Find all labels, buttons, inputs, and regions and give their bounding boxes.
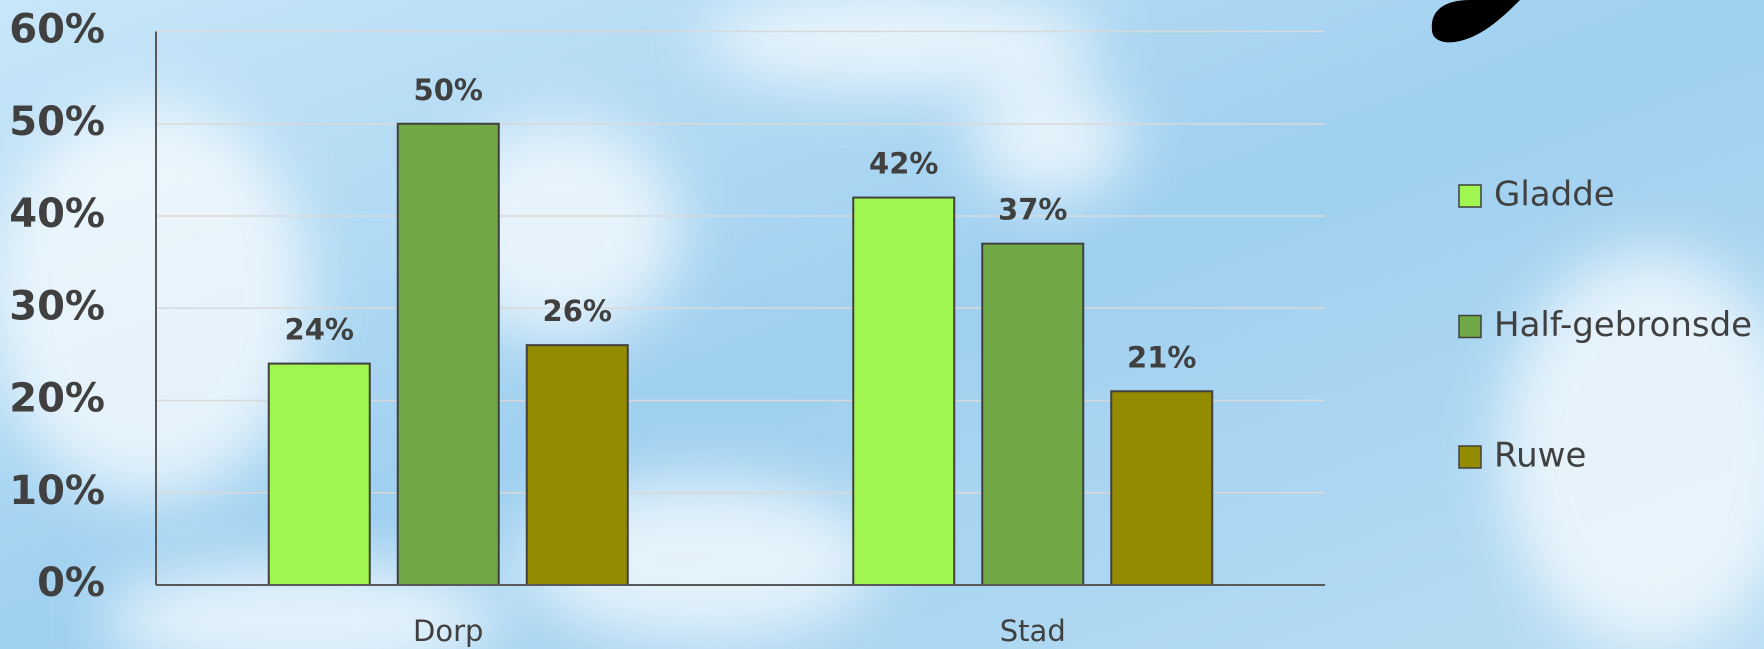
bar <box>269 364 370 585</box>
y-tick-label: 20% <box>9 376 105 422</box>
bar <box>853 198 954 585</box>
legend-label: Gladde <box>1494 175 1615 215</box>
y-tick-label: 50% <box>9 99 105 145</box>
value-label: 24% <box>285 313 354 347</box>
x-tick-label: Dorp <box>413 614 483 648</box>
bar <box>527 345 628 585</box>
value-label: 26% <box>543 294 612 328</box>
legend-swatch <box>1459 185 1481 207</box>
value-label: 42% <box>869 147 938 181</box>
y-tick-label: 30% <box>9 283 105 329</box>
page: {"chart_data": {"type": "bar", "categori… <box>0 0 1764 649</box>
bar <box>982 244 1083 585</box>
y-tick-label: 60% <box>9 7 105 53</box>
value-label: 50% <box>414 73 483 107</box>
y-tick-label: 40% <box>9 191 105 237</box>
chart: 0% 10% 20% 30% 40% 50% 60% Dorp 24% 50% 26% Stad 42%… <box>0 0 1764 649</box>
legend-swatch <box>1459 446 1481 468</box>
bar <box>1111 391 1212 585</box>
value-label: 21% <box>1127 340 1196 374</box>
x-tick-label: Stad <box>1000 614 1066 648</box>
legend-label: Ruwe <box>1494 436 1586 476</box>
legend-swatch <box>1459 316 1481 338</box>
value-label: 37% <box>998 193 1067 227</box>
bar <box>398 124 499 585</box>
y-tick-label: 0% <box>37 560 105 606</box>
y-tick-label: 10% <box>9 468 105 514</box>
legend-label: Half-gebronsde <box>1494 305 1752 345</box>
